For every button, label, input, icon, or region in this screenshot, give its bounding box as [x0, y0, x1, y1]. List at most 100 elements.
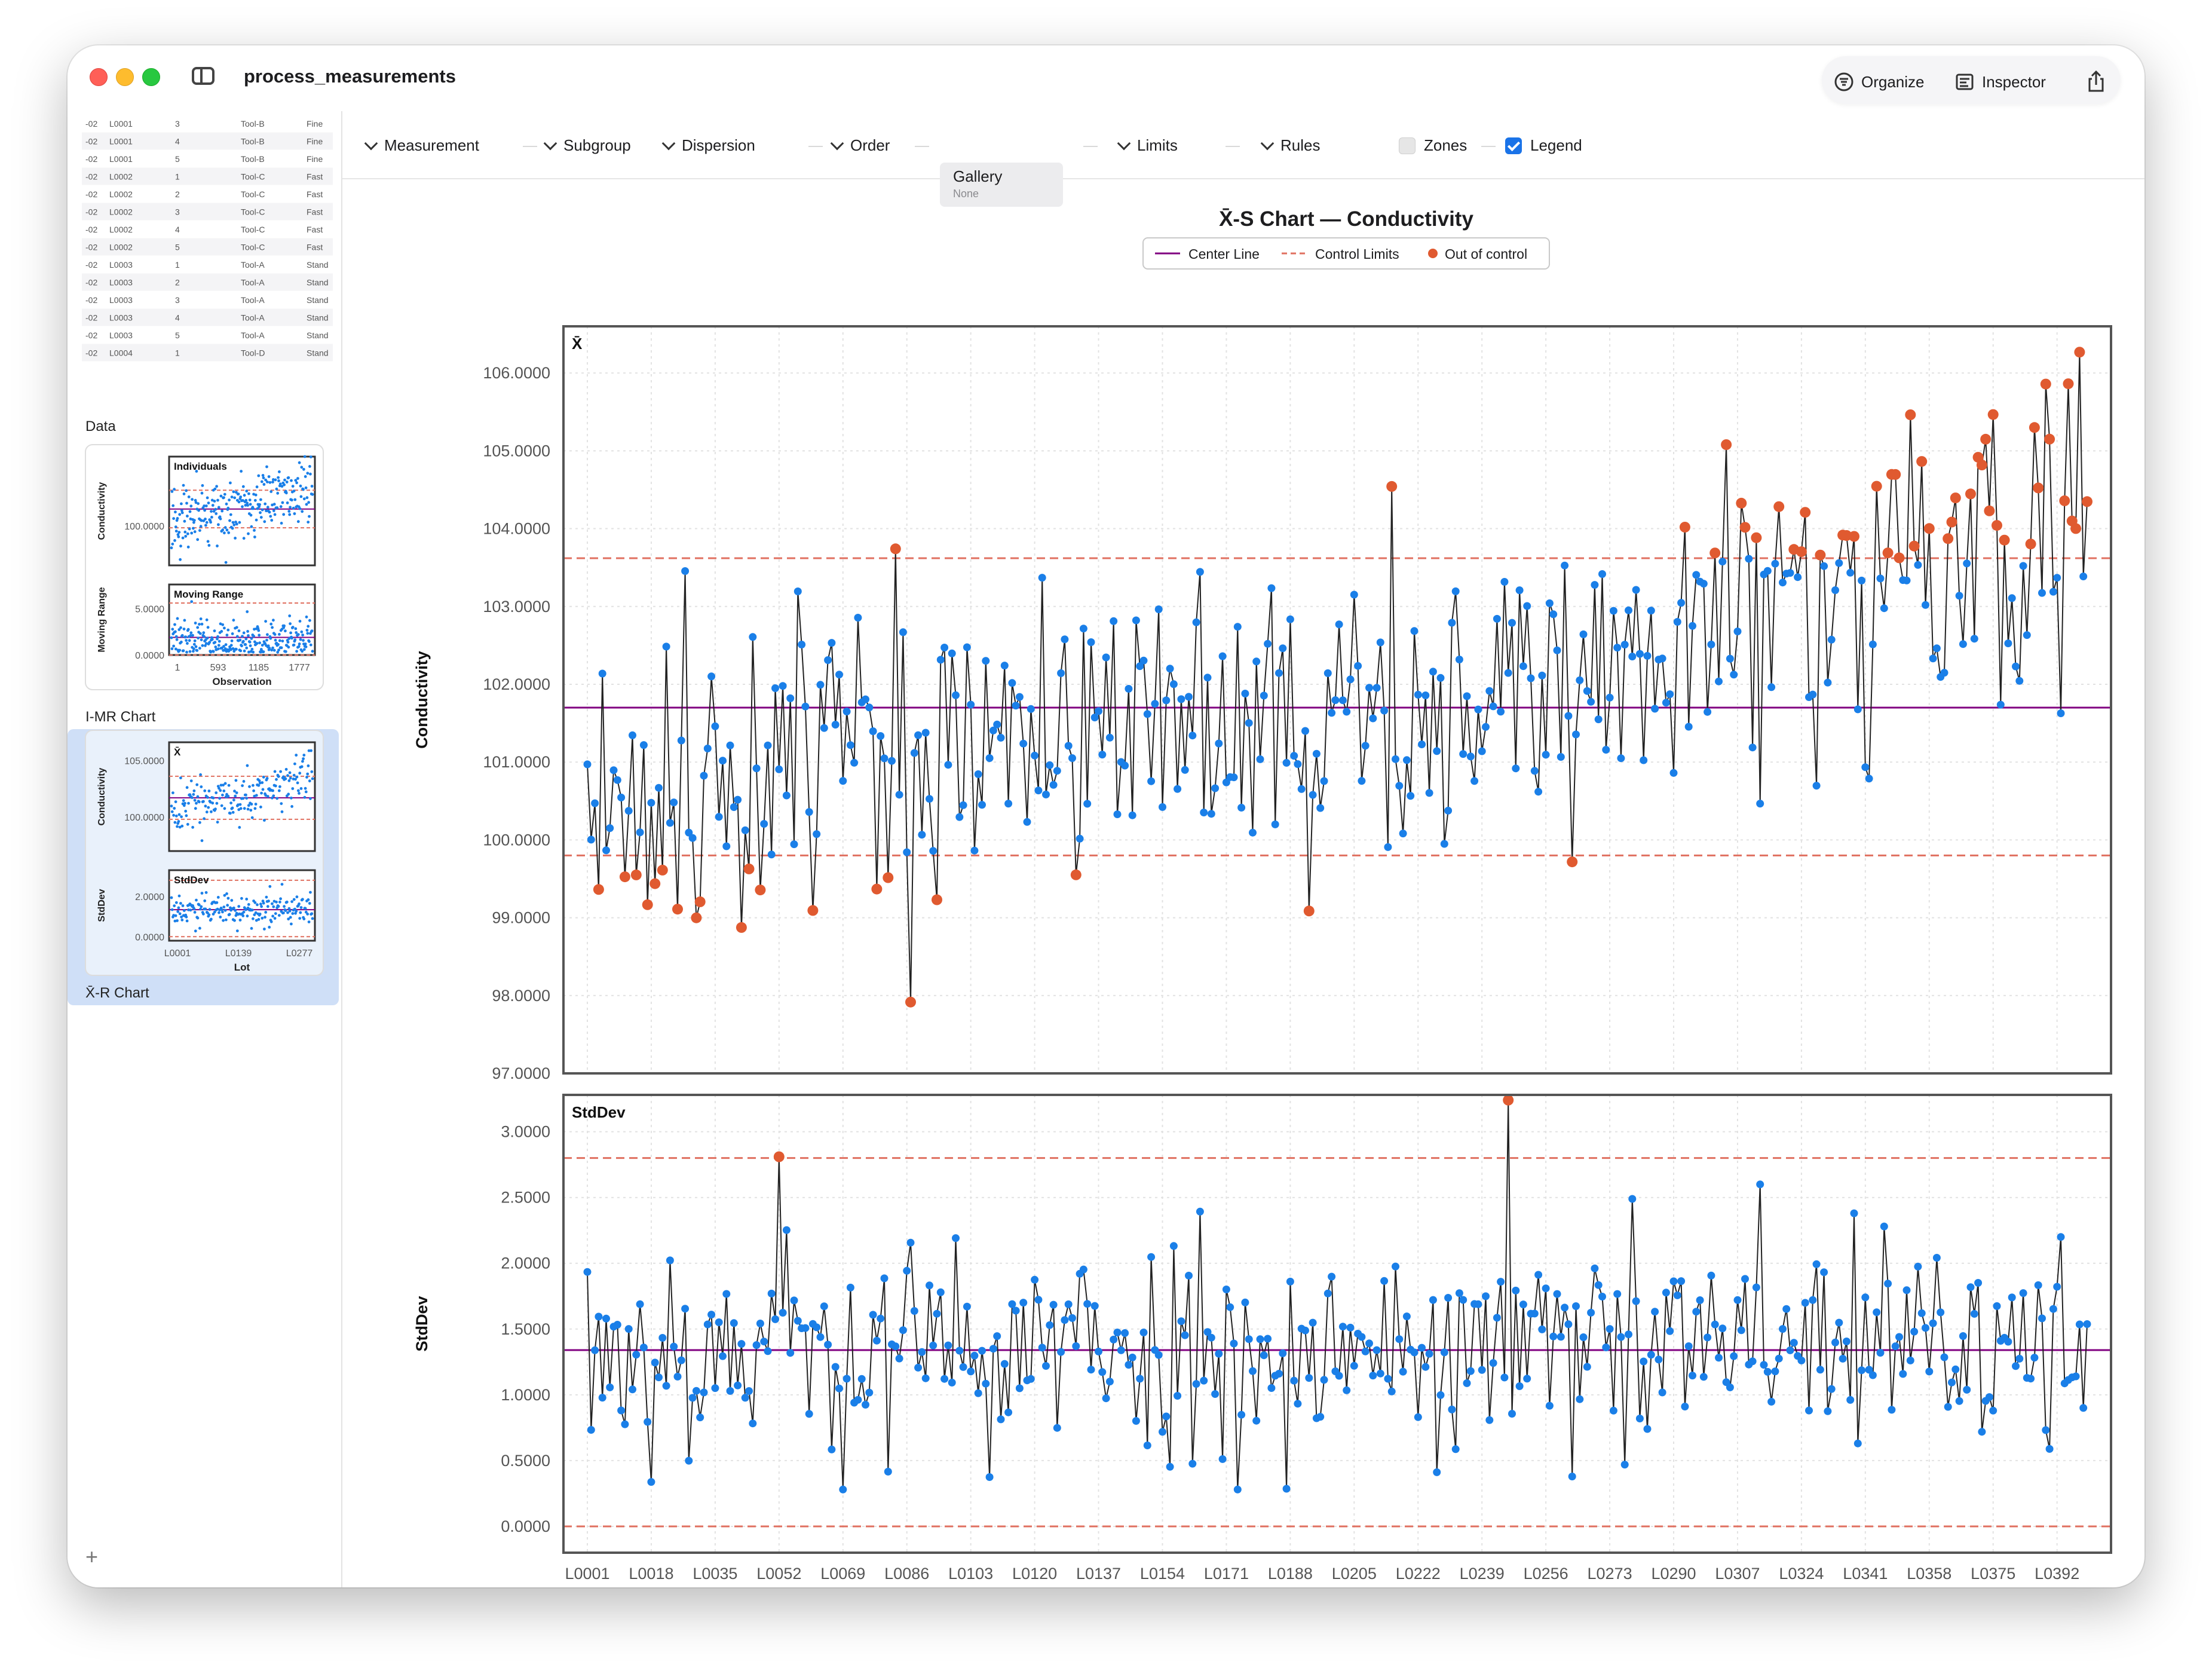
data-point[interactable] [1181, 766, 1189, 774]
data-point[interactable] [1557, 1333, 1565, 1341]
data-point[interactable] [1414, 690, 1422, 699]
data-point[interactable] [1444, 1294, 1453, 1302]
data-point[interactable] [1387, 1387, 1396, 1396]
data-point[interactable] [1448, 619, 1456, 627]
data-point[interactable] [1733, 628, 1742, 635]
data-point[interactable] [1643, 651, 1652, 660]
data-point[interactable] [1057, 1348, 1065, 1356]
data-point[interactable] [1470, 777, 1479, 785]
data-point[interactable] [1012, 702, 1020, 710]
data-point[interactable] [1970, 635, 1978, 643]
data-point[interactable] [1617, 1333, 1625, 1341]
data-point[interactable] [952, 1234, 960, 1243]
ooc-point[interactable] [1987, 409, 1999, 420]
data-point[interactable] [1820, 562, 1828, 570]
data-point[interactable] [1632, 586, 1640, 594]
data-point[interactable] [1154, 1351, 1163, 1359]
data-point[interactable] [1207, 1333, 1215, 1342]
data-point[interactable] [624, 807, 633, 815]
data-point[interactable] [1549, 1332, 1558, 1341]
data-point[interactable] [1425, 789, 1433, 797]
data-point[interactable] [595, 1312, 603, 1321]
data-point[interactable] [1853, 705, 1862, 714]
ooc-point[interactable] [1800, 507, 1811, 518]
data-point[interactable] [2008, 594, 2016, 602]
data-point[interactable] [1816, 1366, 1824, 1374]
data-point[interactable] [2015, 677, 2024, 685]
add-sheet-icon[interactable]: + [85, 1544, 99, 1569]
data-point[interactable] [798, 641, 806, 648]
data-point[interactable] [1230, 773, 1238, 782]
data-point[interactable] [1677, 1277, 1686, 1286]
data-point[interactable] [1606, 693, 1614, 702]
data-point[interactable] [1087, 1366, 1095, 1374]
data-point[interactable] [1399, 830, 1407, 838]
data-point[interactable] [1027, 1375, 1035, 1383]
data-point[interactable] [1647, 1351, 1655, 1359]
data-point[interactable] [1328, 1272, 1336, 1281]
data-point[interactable] [1944, 1403, 1952, 1411]
data-point[interactable] [944, 761, 952, 769]
data-point[interactable] [782, 791, 791, 800]
data-point[interactable] [1015, 693, 1024, 701]
data-point[interactable] [1402, 756, 1411, 764]
data-point[interactable] [1226, 1303, 1234, 1311]
data-point[interactable] [1493, 614, 1501, 623]
data-point[interactable] [1891, 1342, 1899, 1351]
data-point[interactable] [865, 1388, 874, 1397]
data-point[interactable] [862, 695, 869, 703]
data-point[interactable] [782, 1226, 791, 1234]
data-point[interactable] [842, 708, 851, 715]
data-point[interactable] [1745, 555, 1753, 563]
data-point[interactable] [967, 700, 975, 709]
data-point[interactable] [1696, 1296, 1704, 1304]
data-point[interactable] [1748, 743, 1757, 752]
data-point[interactable] [1249, 1367, 1257, 1375]
data-point[interactable] [2049, 1305, 2057, 1313]
data-point[interactable] [1640, 756, 1648, 764]
data-point[interactable] [670, 798, 678, 807]
data-point[interactable] [1959, 1332, 1967, 1340]
data-point[interactable] [1132, 1417, 1140, 1425]
data-point[interactable] [1429, 668, 1437, 676]
data-point[interactable] [1384, 843, 1392, 851]
data-point[interactable] [1192, 1380, 1200, 1388]
ooc-point[interactable] [2029, 422, 2040, 433]
data-point[interactable] [598, 1394, 606, 1402]
data-point[interactable] [1564, 712, 1573, 720]
data-point[interactable] [629, 1385, 636, 1394]
data-point[interactable] [895, 791, 903, 799]
data-point[interactable] [1335, 620, 1343, 629]
data-point[interactable] [1504, 669, 1512, 677]
data-point[interactable] [1286, 615, 1294, 623]
data-point[interactable] [1846, 568, 1855, 577]
data-point[interactable] [936, 1288, 945, 1296]
data-point[interactable] [1628, 653, 1637, 660]
data-point[interactable] [1748, 1357, 1757, 1366]
data-point[interactable] [1715, 1354, 1723, 1362]
data-point[interactable] [959, 801, 967, 809]
ooc-point[interactable] [1303, 905, 1315, 917]
data-point[interactable] [726, 1387, 734, 1395]
data-point[interactable] [1899, 1370, 1907, 1378]
data-point[interactable] [1966, 1283, 1975, 1292]
data-point[interactable] [692, 1387, 700, 1395]
data-point[interactable] [1692, 571, 1701, 579]
data-point[interactable] [1241, 690, 1249, 697]
data-point[interactable] [831, 1363, 840, 1371]
data-point[interactable] [730, 1319, 738, 1327]
data-point[interactable] [1591, 581, 1599, 589]
data-point[interactable] [666, 819, 674, 827]
data-point[interactable] [1264, 1335, 1272, 1343]
data-point[interactable] [1338, 696, 1347, 705]
data-point[interactable] [1561, 1303, 1569, 1312]
data-point[interactable] [1414, 1413, 1422, 1421]
data-point[interactable] [835, 1384, 843, 1393]
xbar-chart-thumbnail[interactable]: X̄StdDev105.0000100.00002.00000.0000Cond… [68, 729, 341, 992]
data-point[interactable] [1647, 607, 1655, 615]
data-point[interactable] [2079, 1404, 2088, 1412]
data-point[interactable] [974, 1389, 982, 1397]
data-point[interactable] [1125, 685, 1133, 693]
data-point[interactable] [2053, 574, 2061, 582]
data-point[interactable] [1827, 1385, 1836, 1393]
